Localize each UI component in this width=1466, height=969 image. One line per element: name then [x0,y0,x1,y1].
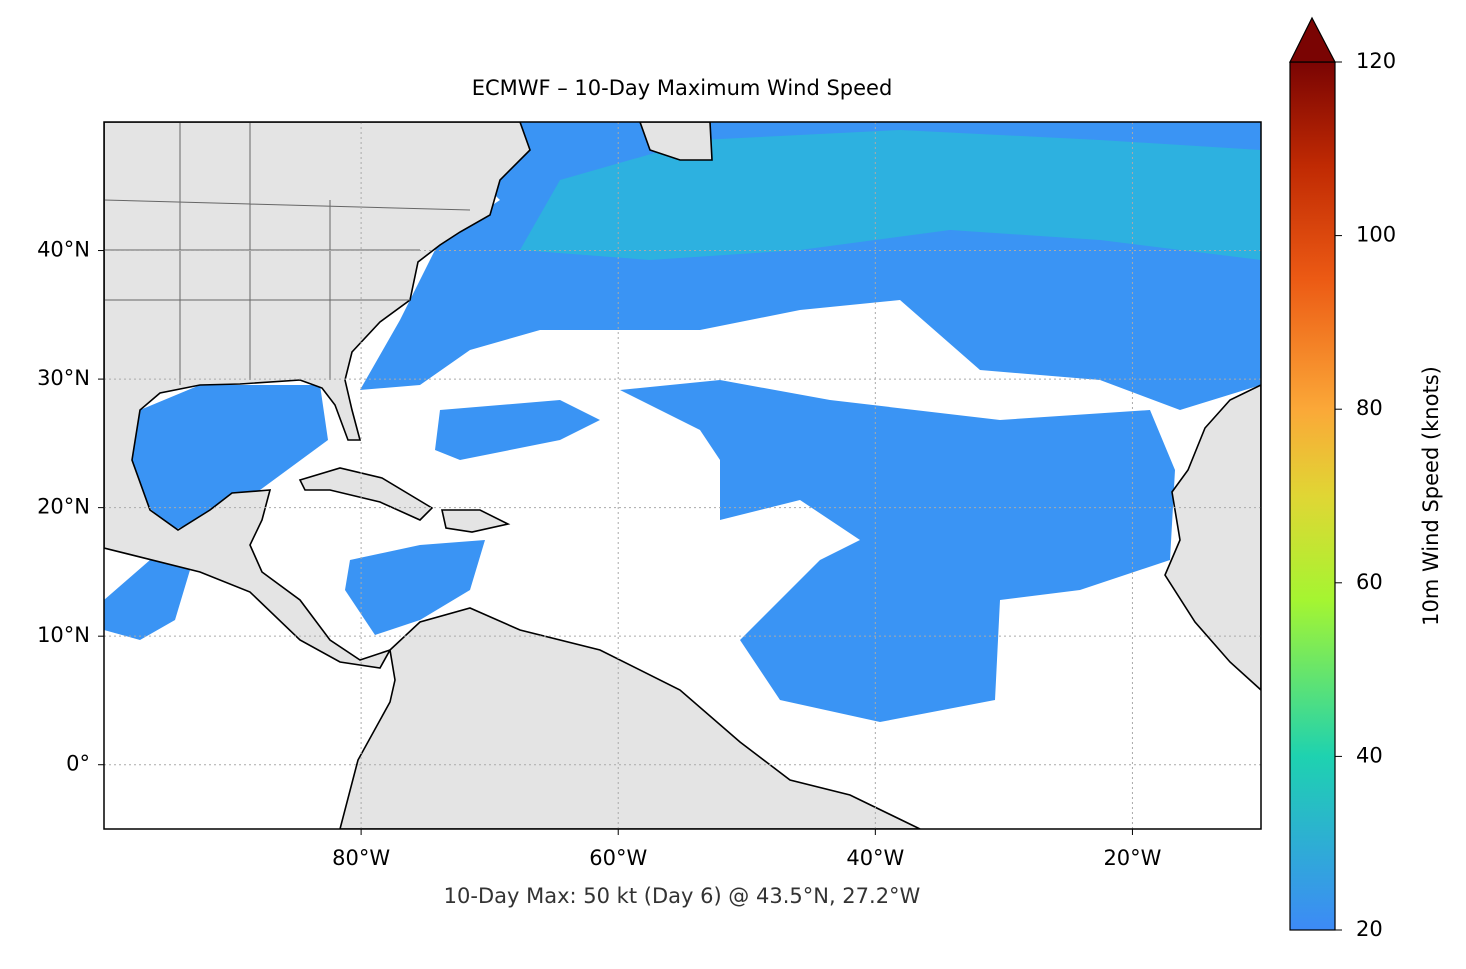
x-tick-label: 20°W [1103,846,1161,870]
wind-field [520,130,1261,260]
y-tick-label: 20°N [37,495,90,519]
colorbar-tick-label: 40 [1356,743,1383,767]
y-tick-label: 40°N [37,238,90,262]
annotation: 10-Day Max: 50 kt (Day 6) @ 43.5°N, 27.2… [444,884,921,908]
wind-field [345,540,485,635]
chart-title: ECMWF – 10-Day Maximum Wind Speed [472,76,893,100]
wind-field [104,560,190,640]
colorbar-tick-label: 120 [1356,49,1396,73]
x-tick-label: 80°W [332,846,390,870]
colorbar-tick-label: 80 [1356,396,1383,420]
colorbar-tick-label: 20 [1356,917,1383,941]
colorbar-tick-label: 100 [1356,223,1396,247]
wind-field [435,400,600,460]
colorbar-label: 10m Wind Speed (knots) [1419,366,1443,626]
plot-frame [103,121,1262,830]
south-america [339,607,921,829]
wind-field [620,380,1175,722]
x-tick-label: 60°W [589,846,647,870]
y-tick-label: 10°N [37,623,90,647]
hispaniola [441,509,511,533]
colorbar-tick-label: 60 [1356,570,1383,594]
north-america [104,122,531,669]
y-tick-label: 30°N [37,366,90,390]
map [104,122,1261,829]
cuba [298,467,434,521]
colorbar [1289,61,1336,931]
wind-field [132,385,328,530]
x-tick-label: 40°W [846,846,904,870]
newfoundland [639,122,713,161]
africa [1164,384,1261,692]
colorbar-extend [1289,16,1336,63]
y-tick-label: 0° [66,752,90,776]
